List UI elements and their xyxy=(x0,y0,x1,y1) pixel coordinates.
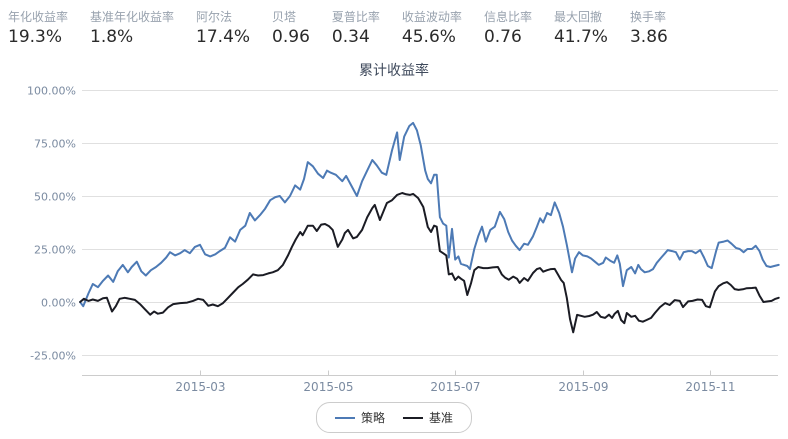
stat-value: 0.34 xyxy=(331,27,370,47)
series-line-策略 xyxy=(79,121,780,308)
stat-label: 换手率 xyxy=(629,10,666,24)
x-axis-tick-label: 2015-05 xyxy=(303,380,353,394)
stat-value: 19.3% xyxy=(8,27,63,47)
chart-legend: 策略 基准 xyxy=(315,402,473,433)
series-line-基准 xyxy=(79,192,780,334)
stat-block: 收益波动率 45.6% xyxy=(402,10,462,47)
stat-label: 最大回撤 xyxy=(553,10,602,24)
y-axis-tick-label: 25.00% xyxy=(34,244,76,257)
y-axis-tick-label: -25.00% xyxy=(30,350,76,363)
stat-value: 17.4% xyxy=(196,27,251,47)
stat-block: 最大回撤 41.7% xyxy=(554,10,608,47)
legend-line-swatch xyxy=(334,416,355,419)
legend-item-基准[interactable]: 基准 xyxy=(403,409,453,426)
x-axis-tick-label: 2015-07 xyxy=(430,380,480,394)
stat-block: 夏普比率 0.34 xyxy=(332,10,380,47)
stat-label: 信息比率 xyxy=(483,10,532,24)
stat-block: 基准年化收益率 1.8% xyxy=(90,10,174,47)
stat-block: 换手率 3.86 xyxy=(630,10,668,47)
stat-label: 贝塔 xyxy=(272,10,297,24)
x-axis-tick-label: 2015-09 xyxy=(558,380,608,394)
stat-label: 夏普比率 xyxy=(331,10,380,24)
stat-value: 41.7% xyxy=(553,27,608,47)
legend-line-swatch xyxy=(403,416,423,419)
legend-label: 策略 xyxy=(360,411,385,425)
stats-row: 年化收益率 19.3% 基准年化收益率 1.8% 阿尔法 17.4% 贝塔 0.… xyxy=(8,10,668,47)
stat-value: 1.8% xyxy=(90,27,134,47)
stat-label: 基准年化收益率 xyxy=(90,10,175,24)
stat-block: 信息比率 0.76 xyxy=(484,10,532,47)
x-axis-tick-label: 2015-11 xyxy=(685,380,735,394)
stat-label: 收益波动率 xyxy=(401,10,462,24)
legend-item-策略[interactable]: 策略 xyxy=(334,409,385,426)
y-axis-tick-label: 75.00% xyxy=(34,138,76,151)
stat-label: 年化收益率 xyxy=(8,10,69,24)
stat-block: 阿尔法 17.4% xyxy=(196,10,250,47)
stat-value: 45.6% xyxy=(401,27,456,47)
stat-value: 0.76 xyxy=(483,27,522,47)
stat-value: 3.86 xyxy=(629,27,668,47)
stat-label: 阿尔法 xyxy=(196,10,233,24)
x-axis-tick-label: 2015-03 xyxy=(175,380,225,394)
chart-title: 累计收益率 xyxy=(359,63,429,79)
stat-block: 年化收益率 19.3% xyxy=(8,10,68,47)
y-axis-tick-label: 0.00% xyxy=(41,297,76,310)
y-axis-tick-label: 100.00% xyxy=(27,85,76,98)
stat-value: 0.96 xyxy=(272,27,310,47)
legend-label: 基准 xyxy=(429,411,454,425)
stat-block: 贝塔 0.96 xyxy=(272,10,310,47)
y-axis-tick-label: 50.00% xyxy=(34,191,76,204)
